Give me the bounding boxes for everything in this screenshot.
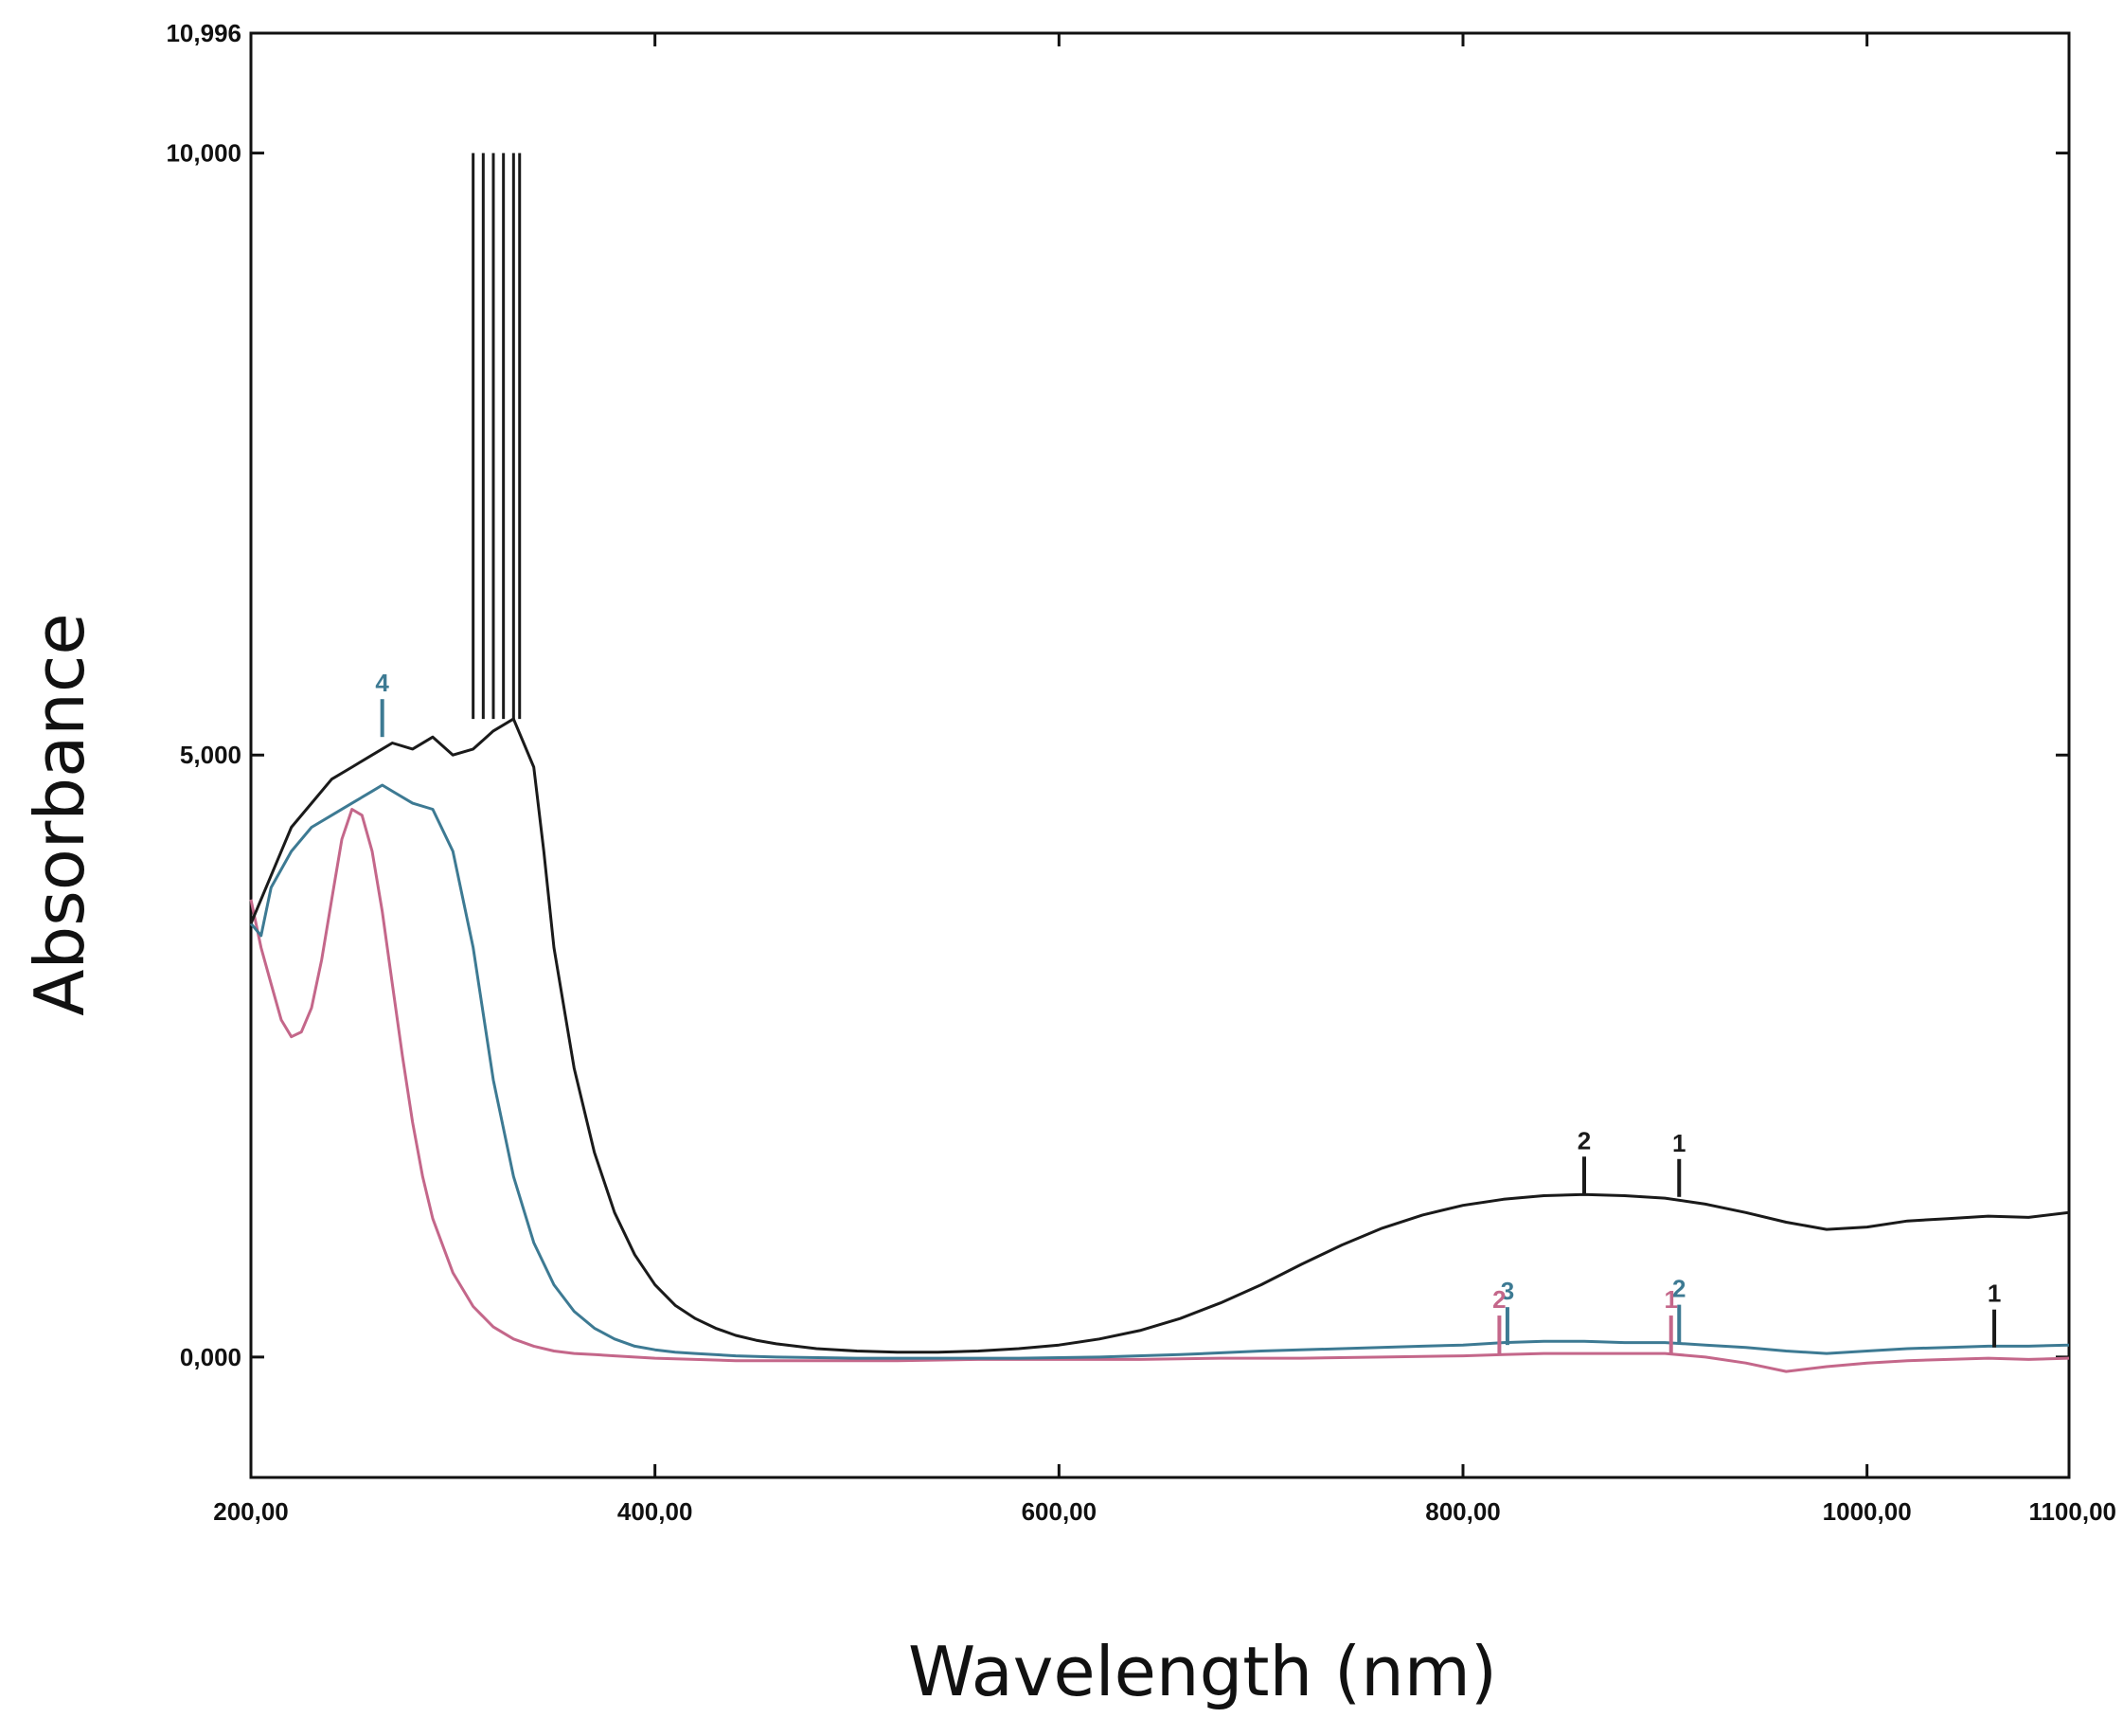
x-tick-label-0: 200,00 — [213, 1497, 289, 1526]
peak-marker-label-3: 3 — [1501, 1277, 1514, 1305]
y-axis-ticks: 0,000 5,000 10,000 10,996 — [166, 19, 2069, 1371]
series-line-black — [249, 717, 2070, 1354]
x-tick-label-4: 1000,00 — [1823, 1497, 1912, 1526]
series-line-pink — [249, 808, 2070, 1373]
peak-marker-label-4: 2 — [1672, 1275, 1686, 1303]
y-axis-title: Absorbance — [20, 613, 99, 1015]
peak-marker-label-5: 1 — [1988, 1280, 2001, 1308]
peak-marker-label-1: 1 — [1672, 1129, 1686, 1157]
x-axis-ticks: 200,00 400,00 600,00 800,00 1000,00 1100,00 — [213, 33, 2116, 1526]
y-tick-label-1: 5,000 — [180, 741, 241, 769]
x-tick-label-1: 400,00 — [617, 1497, 693, 1526]
y-tick-label-3: 10,996 — [166, 19, 241, 47]
peak-markers: 2 143 2 12 1 — [375, 669, 2001, 1354]
x-tick-label-2: 600,00 — [1022, 1497, 1097, 1526]
series-layer — [249, 152, 2070, 1373]
y-tick-label-2: 10,000 — [166, 139, 241, 168]
peak-marker-label-7: 1 — [1664, 1285, 1677, 1314]
x-tick-label-5: 1100,00 — [2028, 1497, 2116, 1526]
peak-marker-label-2: 4 — [375, 669, 389, 697]
y-tick-label-0: 0,000 — [180, 1343, 241, 1371]
x-tick-label-3: 800,00 — [1425, 1497, 1501, 1526]
peak-marker-label-0: 2 — [1578, 1126, 1591, 1154]
peak-marker-label-6: 2 — [1492, 1285, 1506, 1314]
series-line-blue — [249, 783, 2070, 1360]
x-axis-title: Wavelength (nm) — [908, 1632, 1497, 1711]
